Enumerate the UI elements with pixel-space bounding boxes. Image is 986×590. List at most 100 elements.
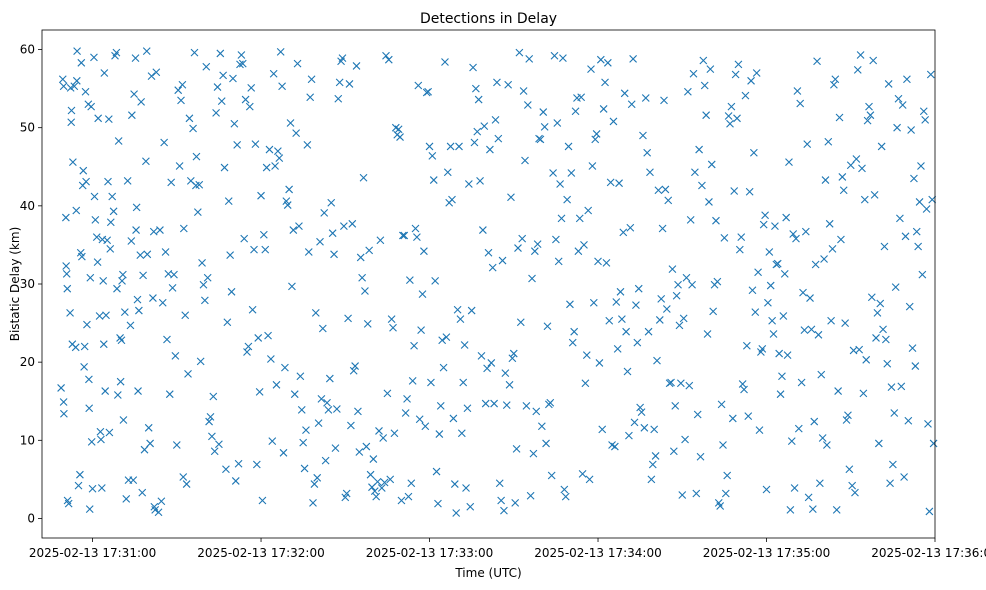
- detection-point: [512, 445, 521, 453]
- detection-point: [189, 124, 197, 133]
- detection-point: [448, 195, 456, 204]
- detection-point: [592, 130, 601, 138]
- detection-point: [709, 307, 718, 316]
- detection-point: [179, 473, 188, 481]
- detection-point: [429, 176, 438, 184]
- detection-point: [373, 477, 382, 486]
- detection-point: [244, 342, 253, 351]
- detection-point: [745, 187, 754, 196]
- detection-point: [243, 348, 251, 356]
- detection-point: [519, 87, 528, 95]
- detection-point: [281, 363, 289, 372]
- detection-point: [359, 173, 368, 182]
- detection-point: [880, 242, 889, 251]
- detection-point: [97, 484, 106, 492]
- detection-point: [293, 59, 302, 68]
- detection-point: [405, 276, 414, 284]
- detection-point: [682, 273, 691, 282]
- detection-point: [86, 273, 95, 282]
- detection-point: [749, 148, 758, 157]
- detection-point: [134, 387, 142, 395]
- detection-point: [160, 138, 169, 147]
- detection-point: [740, 385, 748, 394]
- detection-point: [99, 276, 108, 285]
- detection-point: [567, 169, 576, 177]
- detection-point: [886, 479, 894, 488]
- detection-point: [820, 255, 828, 263]
- detection-point: [345, 80, 354, 88]
- detection-point: [178, 80, 187, 89]
- detection-point: [61, 213, 70, 222]
- detection-point: [272, 380, 281, 389]
- detection-point: [783, 351, 792, 360]
- y-tick-label: 40: [20, 199, 35, 213]
- detection-point: [689, 69, 698, 78]
- detection-point: [716, 502, 725, 510]
- detection-point: [779, 312, 788, 320]
- detection-point: [127, 111, 136, 120]
- detection-point: [112, 48, 121, 57]
- detection-point: [497, 496, 506, 505]
- detection-point: [370, 487, 379, 495]
- detection-point: [90, 192, 99, 201]
- detection-point: [165, 390, 174, 399]
- detection-point: [735, 245, 744, 254]
- detection-point: [539, 108, 548, 116]
- detection-point: [452, 509, 461, 517]
- detection-point: [641, 94, 650, 102]
- detection-point: [91, 216, 100, 224]
- detection-point: [702, 111, 711, 120]
- detection-point: [602, 259, 611, 267]
- detection-point: [778, 372, 786, 381]
- detection-point: [72, 206, 81, 215]
- detection-point: [349, 366, 358, 375]
- detection-point: [441, 58, 449, 66]
- detection-point: [505, 380, 514, 389]
- detection-point: [296, 372, 305, 381]
- detection-point: [613, 344, 622, 353]
- detection-point: [66, 309, 74, 317]
- detection-point: [500, 506, 508, 515]
- detection-point: [498, 256, 507, 265]
- detection-point: [560, 485, 569, 494]
- detection-point: [119, 416, 128, 424]
- detection-point: [163, 335, 171, 344]
- detection-point: [64, 499, 73, 508]
- detection-point: [303, 140, 312, 149]
- detection-point: [695, 145, 704, 154]
- detection-point: [661, 185, 670, 194]
- x-tick-label: 2025-02-13 17:36:00: [871, 546, 986, 560]
- detection-point: [831, 75, 840, 84]
- detection-point: [824, 137, 833, 146]
- detection-point: [675, 321, 684, 330]
- detection-point: [325, 374, 334, 383]
- detection-point: [404, 492, 413, 501]
- detection-point: [874, 439, 883, 448]
- detection-point: [810, 417, 819, 426]
- detection-point: [210, 447, 219, 456]
- detection-point: [127, 237, 136, 245]
- detection-point: [542, 439, 550, 448]
- detection-point: [372, 492, 381, 501]
- detection-point: [518, 234, 527, 243]
- detection-point: [387, 315, 396, 324]
- detection-point: [99, 340, 108, 349]
- detection-point: [914, 242, 923, 251]
- detection-point: [330, 250, 338, 259]
- detection-point: [825, 219, 834, 228]
- detection-point: [644, 327, 653, 336]
- detection-point: [664, 196, 673, 205]
- detection-point: [799, 288, 807, 297]
- detection-point: [358, 273, 367, 282]
- detection-point: [509, 349, 518, 358]
- detection-point: [262, 163, 271, 172]
- detection-point: [80, 362, 89, 371]
- detection-point: [478, 226, 487, 234]
- detection-point: [660, 96, 668, 105]
- detection-point: [587, 65, 595, 73]
- detection-point: [133, 295, 142, 304]
- detection-point: [533, 240, 542, 249]
- detection-point: [755, 426, 764, 435]
- detection-point: [347, 421, 355, 430]
- detection-point: [483, 364, 491, 373]
